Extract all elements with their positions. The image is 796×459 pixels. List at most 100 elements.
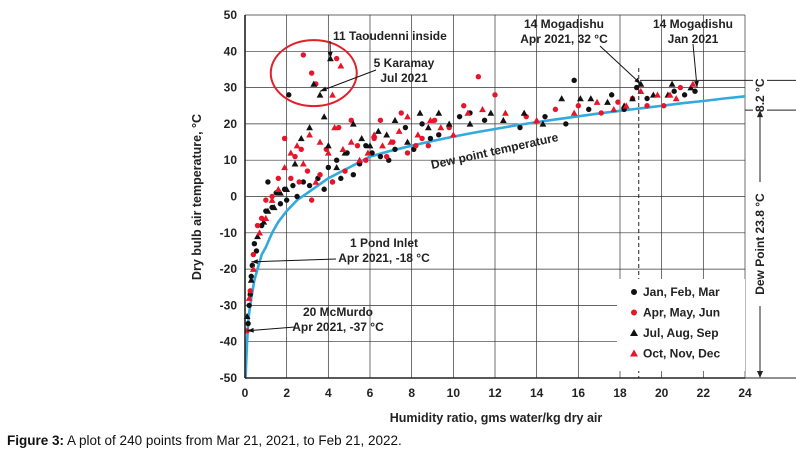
data-point xyxy=(414,131,422,138)
data-point xyxy=(391,116,399,123)
data-point xyxy=(363,157,369,163)
bracket-label: Dew Point 23.8 °C xyxy=(753,193,767,295)
data-point xyxy=(363,142,369,149)
annotation-arrow-karamay xyxy=(319,69,377,92)
annotation-arrowhead-mogadishu-jan xyxy=(694,80,699,88)
data-point xyxy=(260,218,268,225)
data-point xyxy=(672,95,680,102)
data-point xyxy=(499,116,507,123)
data-point xyxy=(254,233,261,240)
data-point xyxy=(341,149,349,156)
data-point xyxy=(354,142,361,149)
data-point xyxy=(269,193,275,200)
data-point xyxy=(348,117,354,123)
data-points xyxy=(243,52,698,334)
data-point xyxy=(552,106,559,113)
data-point xyxy=(287,149,295,156)
y-tick-label: -30 xyxy=(220,298,238,312)
y-tick-label: 30 xyxy=(224,81,238,95)
data-point xyxy=(377,117,384,123)
x-tick-label: 8 xyxy=(408,386,415,400)
data-point xyxy=(383,153,390,160)
data-point xyxy=(245,320,251,327)
data-point xyxy=(366,142,374,149)
y-tick-label: 40 xyxy=(224,44,238,58)
x-tick-label: 14 xyxy=(530,386,544,400)
data-point xyxy=(570,109,578,116)
legend-background xyxy=(617,279,745,371)
data-point xyxy=(333,157,340,163)
data-point xyxy=(379,142,386,149)
data-point xyxy=(286,92,292,98)
data-point xyxy=(520,109,528,116)
data-point xyxy=(274,185,282,192)
x-tick-label: 6 xyxy=(367,386,374,400)
annotation-arrow-mcmurdo xyxy=(247,326,296,332)
data-point xyxy=(262,214,270,221)
data-point xyxy=(404,150,411,156)
y-tick-label: -20 xyxy=(220,262,238,276)
data-point xyxy=(291,160,299,167)
data-point xyxy=(265,179,271,185)
x-axis-title: Humidity ratio, gms water/kg dry air xyxy=(390,411,603,425)
data-point xyxy=(604,98,611,105)
annotation-text-karamay: 5 Karamay xyxy=(374,56,435,70)
data-point xyxy=(364,149,372,156)
data-point xyxy=(316,138,324,145)
data-point xyxy=(325,164,332,171)
data-point xyxy=(350,172,357,178)
data-point xyxy=(324,142,332,149)
data-point xyxy=(317,172,323,178)
data-point xyxy=(689,80,697,87)
x-tick-label: 16 xyxy=(572,386,586,400)
data-point xyxy=(338,175,344,182)
annotation-arrowhead-karamay xyxy=(320,86,327,92)
annotation-text-pond-inlet: 1 Pond Inlet xyxy=(350,236,418,250)
data-point xyxy=(253,248,260,254)
data-point xyxy=(475,74,482,80)
right-brackets: 8.2 °C Dew Point 23.8 °C xyxy=(640,75,796,379)
data-point xyxy=(571,77,577,84)
data-point xyxy=(377,153,384,160)
data-point xyxy=(593,98,601,105)
data-point xyxy=(329,91,336,98)
data-point xyxy=(644,103,650,109)
data-point xyxy=(283,197,290,203)
data-point xyxy=(310,80,318,87)
data-point xyxy=(281,135,288,142)
data-point xyxy=(487,109,495,116)
data-point xyxy=(306,131,313,138)
data-point xyxy=(358,135,366,142)
data-point xyxy=(629,95,636,102)
data-point xyxy=(395,127,403,134)
data-point xyxy=(436,132,442,138)
data-point xyxy=(644,95,650,102)
data-point xyxy=(517,124,523,131)
legend-label: Jul, Aug, Sep xyxy=(643,326,719,340)
scatter-chart: Dew point temperature 11 Taoudenni insid… xyxy=(190,8,796,425)
data-point xyxy=(654,91,661,98)
data-point xyxy=(437,124,445,131)
data-point xyxy=(419,121,425,127)
data-point xyxy=(312,178,320,185)
data-point xyxy=(329,179,336,185)
data-point xyxy=(542,113,548,120)
data-point xyxy=(333,164,341,171)
data-point xyxy=(308,197,315,203)
data-point xyxy=(277,189,284,196)
data-point xyxy=(349,120,357,127)
data-point xyxy=(374,127,382,134)
data-point xyxy=(308,70,315,76)
data-point xyxy=(293,142,301,149)
data-point xyxy=(392,146,398,153)
data-point xyxy=(456,113,463,120)
bracket-label-bg xyxy=(753,75,767,116)
x-tick-label: 18 xyxy=(613,386,627,400)
data-point xyxy=(681,92,688,98)
data-point xyxy=(306,182,313,189)
x-tick-label: 0 xyxy=(242,386,249,400)
highlight-circle xyxy=(269,39,358,108)
data-point xyxy=(383,131,391,138)
annotation-text-mcmurdo: 20 McMurdo xyxy=(303,305,373,319)
data-point xyxy=(445,120,453,127)
